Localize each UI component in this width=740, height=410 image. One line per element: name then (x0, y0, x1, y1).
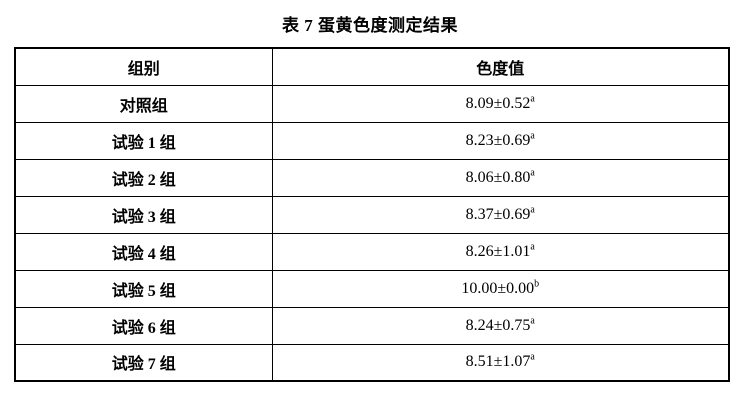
measurement-value: 8.23±0.69 (465, 131, 531, 149)
value-cell: 8.06±0.80a (271, 158, 730, 197)
table-row: 试验 5 组 10.00±0.00b (14, 269, 730, 308)
table-title: 表 7 蛋黄色度测定结果 (282, 16, 458, 35)
header-row: 组别 色度值 (14, 47, 730, 86)
value-cell: 8.37±0.69a (271, 195, 730, 234)
value-cell: 8.24±0.75a (271, 306, 730, 345)
group-cell: 试验 2 组 (14, 158, 273, 197)
measurement-value: 8.09±0.52 (465, 94, 531, 112)
value-cell: 10.00±0.00b (271, 269, 730, 308)
table-body: 对照组 8.09±0.52a 试验 1 组 8.23±0.69a 试验 2 组 8.06±… (14, 84, 730, 382)
table-row: 试验 6 组 8.24±0.75a (14, 306, 730, 345)
group-cell: 试验 6 组 (14, 306, 273, 345)
group-cell: 对照组 (14, 84, 273, 123)
significance-letter: a (530, 204, 535, 216)
group-cell: 试验 5 组 (14, 269, 273, 308)
table-header: 组别 色度值 (14, 47, 730, 86)
measurement-value: 8.06±0.80 (465, 168, 531, 186)
significance-letter: a (530, 351, 535, 363)
group-cell: 试验 3 组 (14, 195, 273, 234)
significance-letter: b (534, 278, 540, 290)
result-table: 组别 色度值 对照组 8.09±0.52a 试验 1 组 8.23±0.69a 试验 2… (14, 47, 730, 382)
value-cell: 8.23±0.69a (271, 121, 730, 160)
measurement-value: 8.24±0.75 (465, 316, 531, 334)
significance-letter: a (530, 130, 535, 142)
table-row: 试验 7 组 8.51±1.07a (14, 343, 730, 382)
table-row: 试验 1 组 8.23±0.69a (14, 121, 730, 160)
header-cell-group: 组别 (14, 47, 273, 86)
significance-letter: a (530, 93, 535, 105)
value-cell: 8.26±1.01a (271, 232, 730, 271)
value-cell: 8.09±0.52a (271, 84, 730, 123)
significance-letter: a (530, 315, 535, 327)
measurement-value: 10.00±0.00 (461, 279, 535, 297)
group-cell: 试验 1 组 (14, 121, 273, 160)
value-cell: 8.51±1.07a (271, 343, 730, 382)
measurement-value: 8.51±1.07 (465, 353, 531, 371)
table-row: 对照组 8.09±0.52a (14, 84, 730, 123)
header-cell-value: 色度值 (271, 47, 730, 86)
measurement-value: 8.26±1.01 (465, 242, 531, 260)
significance-letter: a (530, 241, 535, 253)
table-row: 试验 4 组 8.26±1.01a (14, 232, 730, 271)
measurement-value: 8.37±0.69 (465, 205, 531, 223)
significance-letter: a (530, 167, 535, 179)
table-row: 试验 2 组 8.06±0.80a (14, 158, 730, 197)
group-cell: 试验 7 组 (14, 343, 273, 382)
table-row: 试验 3 组 8.37±0.69a (14, 195, 730, 234)
group-cell: 试验 4 组 (14, 232, 273, 271)
